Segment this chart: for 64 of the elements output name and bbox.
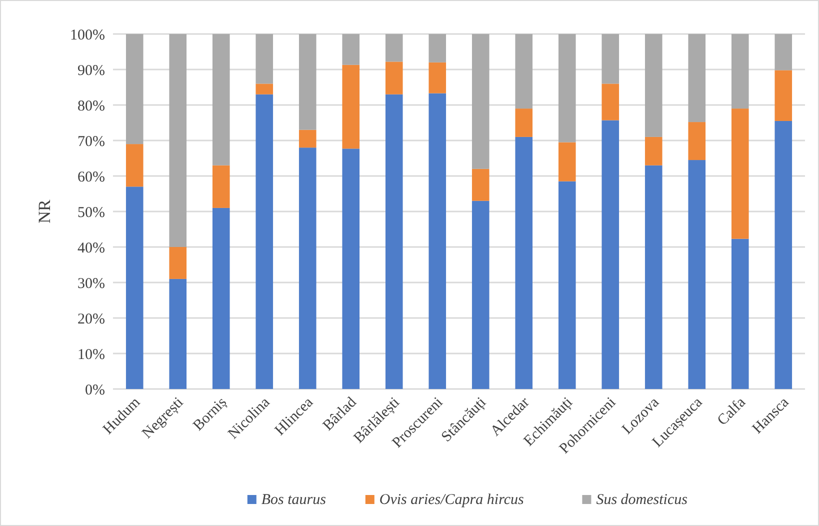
x-tick-label: Calfa bbox=[714, 394, 750, 429]
bar bbox=[169, 34, 187, 247]
bar bbox=[126, 186, 144, 389]
bar bbox=[774, 34, 792, 70]
bar bbox=[256, 84, 274, 94]
bar bbox=[558, 34, 576, 142]
bar bbox=[515, 108, 533, 137]
bar bbox=[731, 108, 749, 239]
y-tick-label: 40% bbox=[78, 240, 105, 256]
bar bbox=[212, 34, 230, 166]
bar bbox=[385, 34, 403, 62]
bar bbox=[558, 142, 576, 182]
y-tick-label: 80% bbox=[78, 98, 105, 114]
y-tick-label: 50% bbox=[78, 204, 105, 221]
bar bbox=[342, 148, 360, 389]
bar bbox=[688, 122, 706, 160]
bar bbox=[644, 165, 662, 389]
bar bbox=[342, 64, 360, 149]
bar bbox=[644, 34, 662, 137]
y-tick-label: 30% bbox=[78, 276, 105, 292]
bar bbox=[212, 208, 230, 389]
bar bbox=[385, 62, 403, 94]
bar bbox=[731, 238, 749, 389]
bar bbox=[515, 136, 533, 389]
bar bbox=[602, 84, 620, 120]
bar bbox=[774, 70, 792, 121]
y-tick-label: 70% bbox=[78, 134, 105, 150]
bar bbox=[688, 160, 706, 389]
bar bbox=[774, 120, 792, 389]
y-axis-title: NR bbox=[35, 199, 54, 224]
y-tick-label: 60% bbox=[78, 169, 105, 186]
bar bbox=[472, 168, 490, 201]
bar bbox=[169, 278, 187, 389]
bar bbox=[212, 165, 230, 208]
bar bbox=[731, 34, 749, 109]
bar bbox=[644, 136, 662, 166]
bar bbox=[169, 247, 187, 279]
bar bbox=[126, 144, 144, 187]
y-tick-label: 20% bbox=[78, 311, 105, 328]
bar bbox=[428, 93, 446, 389]
bar bbox=[428, 62, 446, 94]
y-tick-label: 90% bbox=[78, 62, 105, 79]
bar bbox=[472, 34, 490, 169]
bar bbox=[472, 200, 490, 389]
bar bbox=[688, 34, 706, 122]
bar bbox=[515, 34, 533, 109]
bar bbox=[126, 34, 144, 144]
y-tick-label: 10% bbox=[78, 346, 105, 363]
y-tick-label: 0% bbox=[85, 382, 105, 398]
bar bbox=[256, 94, 274, 389]
bar bbox=[428, 34, 446, 62]
bar bbox=[298, 130, 316, 148]
legend-label: Bos taurus bbox=[261, 492, 326, 508]
bar bbox=[602, 120, 620, 389]
legend-label: Sus domesticus bbox=[596, 492, 688, 508]
bar bbox=[298, 34, 316, 130]
bar bbox=[558, 181, 576, 389]
bar bbox=[602, 34, 620, 84]
bar bbox=[385, 94, 403, 389]
bar bbox=[298, 148, 316, 389]
bar bbox=[342, 34, 360, 65]
y-tick-label: 100% bbox=[70, 27, 105, 44]
bar bbox=[256, 34, 274, 84]
legend-label: Ovis aries/Capra hircus bbox=[379, 492, 524, 508]
